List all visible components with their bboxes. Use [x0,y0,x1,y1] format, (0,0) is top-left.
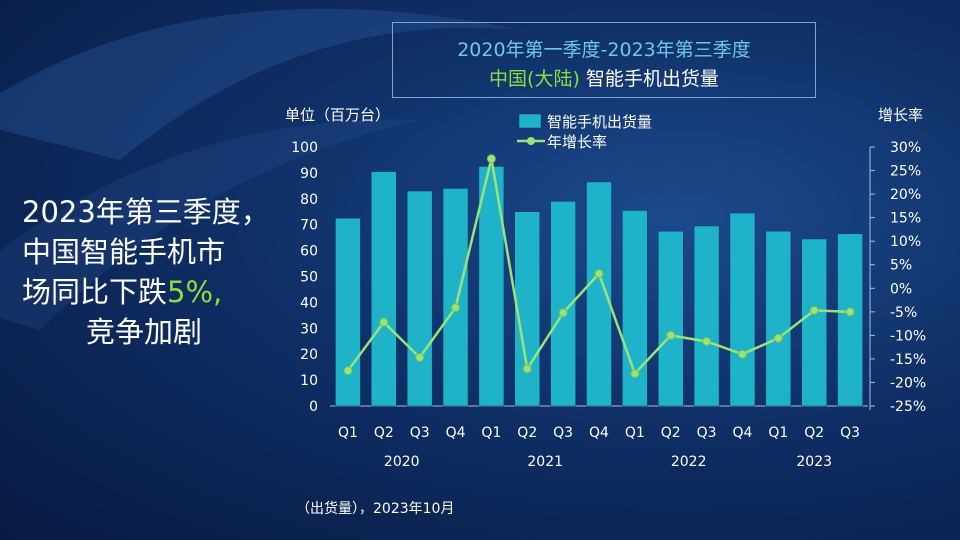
shipment-bar [335,217,361,407]
y2-tick-label: 0% [890,281,912,297]
headline-line3: 场同比下跌5%, [22,272,292,312]
y-tick-label: 80 [300,192,318,208]
growth-rate-point [379,317,389,327]
y2-tick-label: 30% [890,140,921,156]
growth-rate-point [415,352,425,362]
shipment-bar [729,212,756,407]
x-tick-label: Q1 [338,425,358,441]
growth-rate-point [630,369,640,379]
headline-line4: 竞争加剧 [86,315,203,349]
shipment-bar [586,181,612,407]
shipment-bar [837,233,863,407]
growth-rate-point [451,303,461,313]
x-tick-label: Q1 [625,425,645,441]
y-tick-label: 30 [300,321,318,337]
year-label: 2022 [671,454,707,470]
y2-tick-label: 10% [890,234,921,250]
y2-tick-label: 20% [890,187,921,203]
shipment-bar [765,230,792,407]
legend-line-label: 年增长率 [547,133,607,151]
x-tick-label: Q4 [446,425,466,441]
shipment-bar [406,190,433,407]
y2-tick-label: -20% [890,375,926,391]
growth-rate-point [343,366,353,376]
legend-line-marker [527,137,535,145]
growth-rate-point [486,154,496,164]
y-tick-label: 10 [300,373,318,389]
chart-title-line1: 2020年第一季度-2023年第三季度 [457,39,751,61]
y-tick-label: 40 [300,295,318,311]
x-tick-label: Q3 [410,425,430,441]
growth-rate-point [702,336,712,346]
shipment-bar [801,238,827,407]
growth-rate-point [594,269,604,279]
y2-tick-label: -10% [890,328,926,344]
x-tick-label: Q1 [481,425,501,441]
year-label: 2020 [384,454,420,470]
headline-text: 2023年第三季度， 中国智能手机市 场同比下跌5%, 竞争加剧 [22,192,292,352]
legend-bar-swatch [518,113,542,129]
y2-tick-label: 5% [890,258,912,274]
x-tick-label: Q2 [804,425,824,441]
growth-rate-point [809,305,819,315]
y-tick-label: 90 [300,166,318,182]
y-tick-label: 50 [300,270,318,286]
x-tick-label: Q3 [697,425,717,441]
y-tick-label: 0 [309,399,318,415]
right-axis-title: 增长率 [878,106,923,124]
year-label: 2021 [527,454,563,470]
growth-rate-point [522,364,532,374]
y2-tick-label: 15% [890,211,921,227]
x-tick-label: Q1 [768,425,788,441]
x-tick-label: Q2 [517,425,537,441]
growth-rate-point [845,307,855,317]
y2-tick-label: -5% [890,305,917,321]
headline-highlight: 5%, [167,275,223,309]
shipment-bar [514,211,541,407]
shipment-bar [442,188,469,407]
headline-line3-prefix: 场同比下跌 [22,275,168,309]
x-tick-label: Q3 [553,425,573,441]
chart-title-line2: 中国(大陆) 智能手机出货量 [393,64,815,91]
growth-rate-point [666,330,676,340]
shipment-bar [693,225,720,407]
shipment-bar [478,166,505,407]
x-tick-label: Q2 [374,425,394,441]
y2-tick-label: -25% [890,399,926,415]
left-axis-title: 单位（百万台） [285,106,390,124]
y-tick-label: 60 [300,244,318,260]
growth-rate-point [773,333,783,343]
footnote: （出货量），2023年10月 [296,501,455,517]
headline-line1: 2023年第三季度， [22,195,270,229]
shipment-bar [657,230,684,407]
x-tick-label: Q2 [661,425,681,441]
x-tick-label: Q4 [589,425,609,441]
chart-title-box: 2020年第一季度-2023年第三季度 中国(大陆) 智能手机出货量 [392,22,816,98]
legend-bar-label: 智能手机出货量 [547,113,652,131]
y-tick-label: 100 [291,140,318,156]
y-tick-label: 70 [300,218,318,234]
y-tick-label: 20 [300,347,318,363]
x-tick-label: Q4 [732,425,752,441]
x-tick-label: Q3 [840,425,860,441]
shipment-bar [371,171,397,407]
growth-rate-point [558,308,568,318]
y2-tick-label: 25% [890,164,921,180]
growth-rate-point [737,349,747,359]
headline-line2: 中国智能手机市 [22,235,226,269]
title-metric: 智能手机出货量 [585,68,719,90]
title-region: 中国(大陆) [489,68,580,90]
year-label: 2023 [796,454,832,470]
y2-tick-label: -15% [890,352,926,368]
